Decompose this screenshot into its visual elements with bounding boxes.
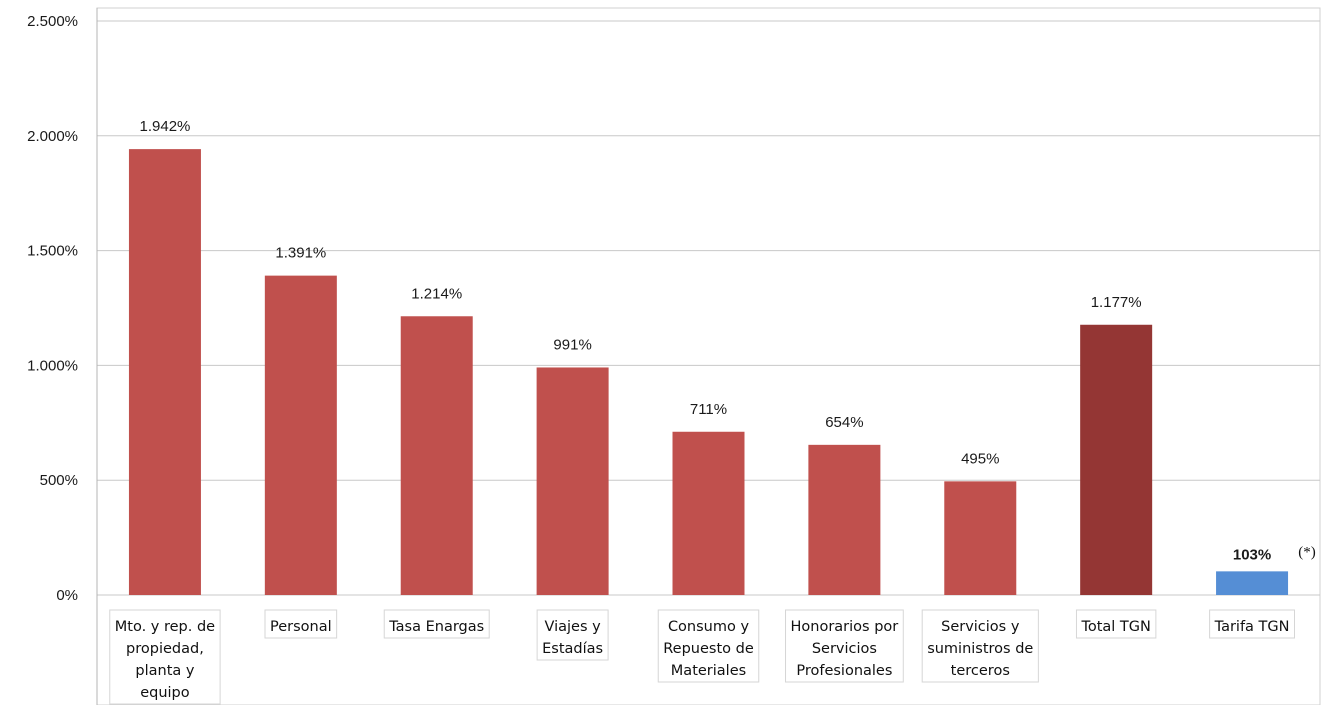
x-tick-label: Total TGN: [1075, 609, 1157, 639]
y-tick-label: 500%: [40, 472, 78, 489]
x-axis: Mto. y rep. de propiedad, planta y equipo Pe…: [109, 609, 1295, 705]
footnote-marker: (*): [1298, 544, 1316, 560]
x-tick-label-line: Servicios: [812, 641, 877, 657]
x-tick-label: Consumo y Repuesto de Materiales: [657, 609, 760, 683]
bar: [1080, 324, 1153, 595]
x-tick-label: Honorarios por Servicios Profesionales: [785, 609, 904, 683]
x-tick-label-line: terceros: [951, 663, 1010, 679]
x-tick-label-line: Materiales: [671, 663, 746, 679]
x-tick-label-line: Total TGN: [1080, 619, 1150, 635]
data-label: 654%: [825, 414, 863, 431]
y-tick-label: 2.000%: [27, 128, 78, 145]
x-tick-label: Tasa Enargas: [383, 609, 490, 639]
data-labels: 1.942% 1.391% 1.214% 991% 711% 654% 495% 1.177%…: [140, 118, 1272, 563]
x-tick-label-line: Consumo y: [668, 619, 750, 635]
x-tick-label: Mto. y rep. de propiedad, planta y equipo: [109, 609, 221, 705]
x-tick-label-box: [383, 609, 490, 639]
x-tick-label-line: Tasa Enargas: [388, 619, 484, 635]
data-label: 711%: [690, 401, 727, 418]
data-label: 1.177%: [1091, 294, 1142, 311]
x-tick-label-line: suministros de: [927, 641, 1033, 657]
x-tick-label-line: Honorarios por: [791, 619, 899, 635]
x-tick-label-line: Estadías: [542, 641, 603, 657]
bar: [400, 316, 473, 595]
y-tick-label: 2.500%: [27, 13, 78, 30]
bar: [128, 149, 201, 595]
data-label: 1.942%: [140, 118, 191, 135]
x-tick-label-line: Repuesto de: [663, 641, 754, 657]
x-tick-label-box: [536, 609, 609, 661]
x-tick-label: Personal: [264, 609, 338, 639]
data-label: 1.214%: [411, 285, 462, 302]
x-tick-label-box: [921, 609, 1039, 683]
x-tick-label-line: Personal: [270, 619, 332, 635]
x-tick-label-box: [657, 609, 760, 683]
x-tick-label-line: propiedad,: [126, 641, 204, 657]
x-tick-label: Viajes y Estadías: [536, 609, 609, 661]
bar: [264, 275, 337, 595]
bar: [536, 367, 609, 595]
x-tick-label-box: [109, 609, 221, 705]
x-tick-label: Tarifa TGN: [1209, 609, 1295, 639]
data-label: 495%: [961, 450, 999, 467]
y-tick-label: 1.000%: [27, 357, 78, 374]
x-tick-label-box: [785, 609, 904, 683]
x-tick-label-line: Profesionales: [796, 663, 892, 679]
x-tick-label-box: [264, 609, 338, 639]
x-tick-label: Servicios y suministros de terceros: [921, 609, 1039, 683]
bar: [1216, 571, 1289, 595]
x-tick-label-line: Servicios y: [941, 619, 1020, 635]
y-axis: 0% 500% 1.000% 1.500% 2.000% 2.500%: [27, 13, 78, 604]
x-tick-label-box: [1075, 609, 1157, 639]
x-tick-label-line: Mto. y rep. de: [115, 619, 215, 635]
y-tick-label: 0%: [56, 587, 78, 604]
x-tick-label-line: planta y: [135, 663, 194, 679]
data-label: 1.391%: [275, 245, 326, 262]
x-tick-label-box: [1209, 609, 1295, 639]
bar: [944, 481, 1017, 595]
y-tick-label: 1.500%: [27, 243, 78, 260]
data-label: 103%: [1233, 546, 1271, 563]
bars: [128, 149, 1289, 595]
bar: [672, 431, 745, 595]
x-tick-label-line: equipo: [140, 685, 190, 701]
x-tick-label-line: Viajes y: [545, 619, 602, 635]
data-label: 991%: [553, 336, 591, 353]
x-tick-label-line: Tarifa TGN: [1214, 619, 1290, 635]
bar: [808, 444, 881, 595]
